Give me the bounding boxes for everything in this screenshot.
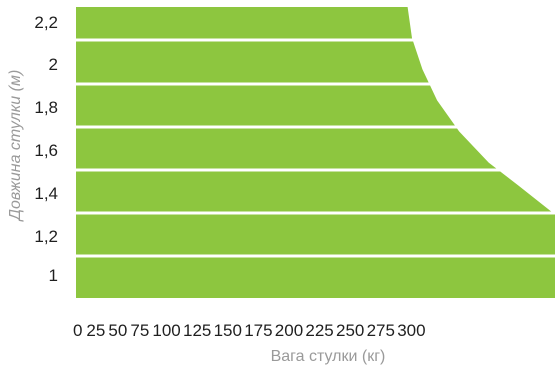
x-tick-label: 125: [183, 321, 211, 340]
y-tick-label: 2: [49, 55, 58, 74]
y-tick-label: 1,4: [34, 184, 58, 203]
x-tick-label: 200: [275, 321, 303, 340]
x-tick-labels: 0 25 50 75 100 125 150 175 200 225 250 275 300: [73, 321, 426, 340]
capacity-area: [76, 7, 555, 298]
x-tick-label: 25: [86, 321, 105, 340]
x-tick-label: 250: [336, 321, 364, 340]
y-axis-label: Довжина стулки (м): [7, 70, 24, 223]
y-tick-label: 1,2: [34, 227, 58, 246]
x-tick-label: 275: [367, 321, 395, 340]
y-tick-label: 1,6: [34, 141, 58, 160]
y-tick-label: 2,2: [34, 13, 58, 32]
y-tick-labels: 2,2 2 1,8 1,6 1,4 1,2 1: [34, 13, 58, 285]
x-tick-label: 100: [152, 321, 180, 340]
x-tick-label: 300: [397, 321, 425, 340]
x-tick-label: 50: [108, 321, 127, 340]
x-axis-label: Вага стулки (кг): [271, 348, 386, 365]
x-tick-label: 225: [305, 321, 333, 340]
x-tick-label: 75: [130, 321, 149, 340]
x-tick-label: 175: [244, 321, 272, 340]
x-tick-label: 0: [73, 321, 82, 340]
y-tick-label: 1: [49, 266, 58, 285]
x-tick-label: 150: [214, 321, 242, 340]
band-separators: [76, 38, 555, 258]
y-tick-label: 1,8: [34, 98, 58, 117]
